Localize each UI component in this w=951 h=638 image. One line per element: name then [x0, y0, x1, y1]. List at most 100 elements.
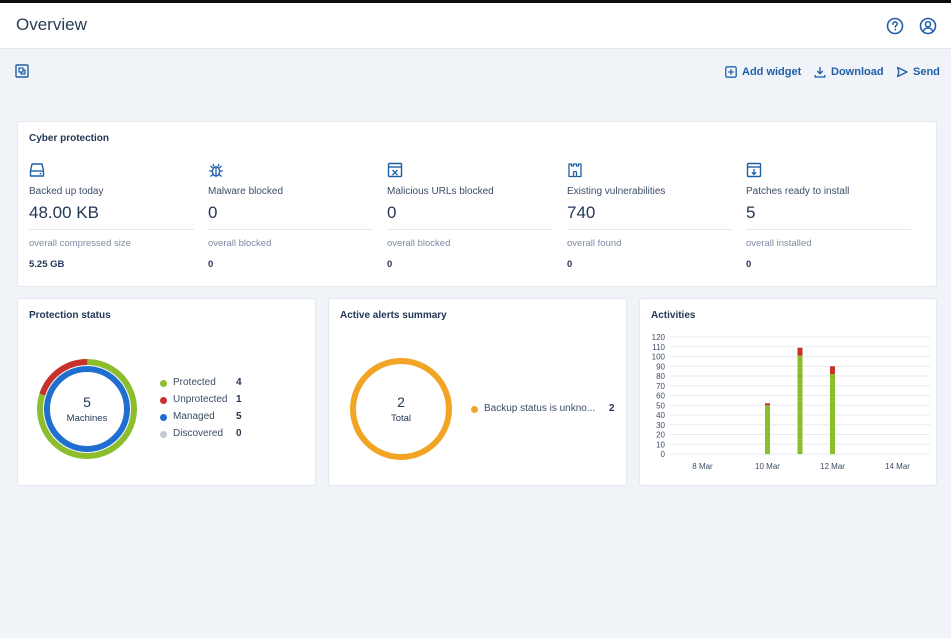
metric-sub-value: 0: [387, 259, 393, 270]
legend-dot: [160, 431, 167, 438]
alerts-summary-widget: Active alerts summary 2 Total Backup sta…: [328, 298, 627, 486]
legend-label: Protected: [173, 377, 216, 388]
legend-label: Managed: [173, 411, 215, 422]
metric-value: 5: [746, 203, 756, 222]
legend-dot: [160, 397, 167, 404]
metric-vulnerabilities: Existing vulnerabilities 740 overall fou…: [567, 162, 732, 270]
backup-drive-icon: [29, 163, 45, 177]
legend-item-discovered[interactable]: Discovered 0: [160, 428, 250, 445]
legend-dot: [160, 414, 167, 421]
bar-segment: [765, 403, 770, 406]
bar-segment: [830, 374, 835, 454]
metric-backed-up: Backed up today 48.00 KB overall compres…: [29, 162, 194, 270]
donut-center: 5 Machines: [57, 394, 117, 424]
y-tick-label: 60: [656, 392, 665, 401]
x-tick-label: 14 Mar: [885, 462, 910, 471]
download-button[interactable]: Download: [814, 64, 884, 80]
machines-count: 5: [83, 394, 91, 410]
metric-sub-label: overall compressed size: [29, 238, 131, 249]
metric-label: Malware blocked: [208, 186, 284, 197]
legend-value: 2: [609, 403, 615, 414]
add-widget-button[interactable]: Add widget: [725, 64, 801, 80]
page-header: Overview: [0, 3, 951, 49]
alerts-total-label: Total: [390, 413, 412, 424]
widget-title: Protection status: [29, 310, 111, 321]
unprotected-arc: [37, 359, 137, 459]
send-label: Send: [913, 66, 940, 78]
divider: [387, 229, 552, 230]
legend-value: 1: [236, 394, 242, 405]
metric-sub-label: overall installed: [746, 238, 812, 249]
help-circle-icon[interactable]: [886, 17, 904, 35]
send-button[interactable]: Send: [896, 64, 940, 80]
y-tick-label: 0: [661, 450, 666, 459]
protection-legend: Protected 4 Unprotected 1 Managed 5 Disc…: [160, 377, 250, 445]
bar-segment: [830, 366, 835, 375]
metric-sub-label: overall found: [567, 238, 622, 249]
y-tick-label: 30: [656, 421, 665, 430]
y-tick-label: 10: [656, 440, 665, 449]
page-title: Overview: [16, 15, 87, 34]
legend-item-protected[interactable]: Protected 4: [160, 377, 250, 394]
y-tick-label: 80: [656, 372, 665, 381]
x-tick-label: 8 Mar: [692, 462, 713, 471]
cyber-protection-widget: Cyber protection Backed up today 48.00 K…: [17, 121, 937, 287]
metric-sub-value: 0: [208, 259, 214, 270]
user-circle-icon[interactable]: [919, 17, 937, 35]
x-tick-label: 12 Mar: [820, 462, 845, 471]
add-box-icon: [725, 66, 737, 78]
metric-label: Malicious URLs blocked: [387, 186, 494, 197]
alerts-total-count: 2: [397, 394, 405, 410]
legend-item-unprotected[interactable]: Unprotected 1: [160, 394, 250, 411]
y-tick-label: 100: [652, 353, 666, 362]
castle-icon: [568, 163, 582, 178]
metric-sub-value: 0: [746, 259, 752, 270]
legend-label: Backup status is unkno...: [484, 403, 596, 414]
metric-sub-label: overall blocked: [387, 238, 451, 249]
metric-label: Backed up today: [29, 186, 104, 197]
legend-value: 0: [236, 428, 242, 439]
send-icon: [896, 66, 908, 78]
metric-value: 740: [567, 203, 596, 222]
legend-value: 4: [236, 377, 242, 388]
metric-label: Existing vulnerabilities: [567, 186, 666, 197]
metric-sub-value: 5.25 GB: [29, 259, 65, 270]
metric-malicious-urls: Malicious URLs blocked 0 overall blocked…: [387, 162, 552, 270]
legend-label: Discovered: [173, 428, 224, 439]
divider: [567, 229, 732, 230]
add-widget-label: Add widget: [742, 66, 802, 78]
metric-malware-blocked: Malware blocked 0 overall blocked 0: [208, 162, 373, 270]
y-tick-label: 50: [656, 401, 665, 410]
bug-icon: [209, 163, 223, 177]
legend-value: 5: [236, 411, 242, 422]
bar-segment: [797, 355, 803, 454]
metric-label: Patches ready to install: [746, 186, 850, 197]
machines-label: Machines: [66, 413, 108, 424]
divider: [29, 229, 194, 230]
y-tick-label: 40: [656, 411, 665, 420]
managed-ring: [44, 366, 130, 452]
legend-item-managed[interactable]: Managed 5: [160, 411, 250, 428]
browser-window-icon: [387, 162, 403, 178]
bar-segment: [765, 405, 770, 454]
activities-widget: Activities 0 10 20 30 40 50 60 70 80 90 100 110 120 8…: [639, 298, 937, 486]
alerts-arc: [350, 358, 452, 460]
legend-dot: [471, 406, 478, 413]
metric-sub-value: 0: [567, 259, 573, 270]
protection-donut[interactable]: [37, 356, 137, 462]
y-tick-label: 120: [652, 333, 666, 342]
divider: [208, 229, 373, 230]
dashboard-layout-icon[interactable]: [15, 64, 29, 78]
bar-segment: [797, 347, 803, 356]
y-tick-label: 20: [656, 431, 665, 440]
widget-title: Activities: [651, 310, 696, 321]
metric-value: 0: [208, 203, 218, 222]
patch-download-icon: [746, 162, 762, 178]
alerts-donut[interactable]: [348, 356, 454, 462]
metric-value: 0: [387, 203, 397, 222]
widget-title: Active alerts summary: [340, 310, 447, 321]
donut-center: 2 Total: [371, 394, 431, 424]
legend-dot: [160, 380, 167, 387]
legend-item-backup-status[interactable]: Backup status is unkno... 2: [471, 403, 621, 420]
